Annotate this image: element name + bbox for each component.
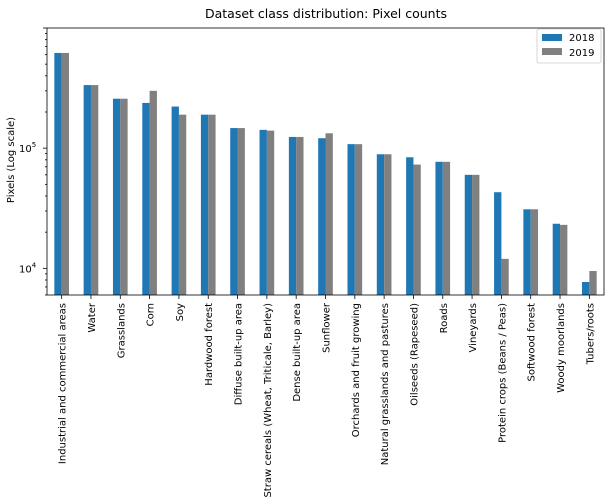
bar-2019-10: [354, 144, 363, 295]
bar-2019-16: [530, 209, 539, 295]
y-tick-label-1: 105: [19, 141, 36, 155]
bar-2019-14: [472, 174, 480, 295]
bar-2018-15: [494, 192, 502, 295]
bar-2019-18: [589, 271, 597, 295]
bar-2018-16: [523, 209, 531, 295]
x-tick-label-14: Vineyards: [468, 303, 479, 352]
legend: 2018 2019: [536, 28, 602, 64]
x-tick-label-7: Straw cereals (Wheat, Triticale, Barley): [263, 303, 274, 498]
y-axis-label: Pixels (Log scale): [6, 117, 17, 203]
bar-2019-7: [266, 130, 275, 295]
legend-swatch-2019: [542, 48, 562, 55]
x-tick-label-12: Oilseeds (Rapeseed): [409, 303, 420, 406]
bar-2018-13: [435, 161, 443, 295]
chart-title: Dataset class distribution: Pixel counts: [205, 6, 447, 21]
x-tick-label-11: Natural grasslands and pastures: [380, 303, 391, 465]
bar-2019-11: [384, 154, 392, 295]
bars-layer: [54, 52, 597, 296]
bar-2018-2: [112, 98, 121, 296]
x-tick-label-4: Soy: [175, 303, 186, 321]
x-tick-label-13: Roads: [439, 303, 450, 333]
bar-2019-5: [208, 114, 216, 295]
bar-2019-4: [178, 114, 187, 295]
bar-2019-2: [120, 98, 128, 296]
y-tick-label-0: 104: [19, 261, 37, 275]
bar-2019-3: [149, 90, 157, 295]
bar-2019-15: [501, 258, 509, 295]
bar-2018-3: [142, 102, 150, 295]
bar-2018-11: [376, 154, 385, 295]
bar-2018-1: [83, 85, 91, 295]
x-tick-label-15: Protein crops (Beans / Peas): [497, 303, 508, 443]
bar-2019-6: [237, 128, 245, 295]
x-tick-label-5: Hardwood forest: [204, 303, 215, 386]
x-axis: Industrial and commercial areas Water Gras…: [58, 295, 596, 498]
legend-label-2018: 2018: [569, 33, 594, 44]
legend-label-2019: 2019: [569, 48, 594, 59]
x-tick-label-8: Dense built-up area: [292, 303, 303, 402]
x-tick-label-16: Softwood forest: [527, 303, 538, 382]
bar-2019-8: [296, 136, 304, 295]
bar-2019-12: [413, 164, 421, 295]
bar-2018-5: [200, 114, 209, 295]
bar-2019-1: [90, 85, 99, 295]
x-tick-label-9: Sunflower: [322, 302, 333, 353]
bar-2018-8: [288, 136, 297, 295]
bar-2018-7: [259, 129, 267, 295]
bar-2019-9: [325, 133, 333, 295]
x-tick-label-17: Woody moorlands: [556, 303, 567, 393]
bar-2018-10: [347, 144, 355, 295]
x-tick-label-0: Industrial and commercial areas: [58, 303, 69, 464]
x-tick-label-3: Corn: [146, 303, 157, 326]
bar-2018-17: [552, 223, 561, 295]
x-tick-label-2: Grasslands: [116, 303, 127, 358]
bar-2018-4: [171, 106, 179, 295]
x-tick-label-6: Diffuse built-up area: [234, 303, 245, 405]
x-tick-label-18: Tubers/roots: [585, 303, 596, 365]
x-tick-label-10: Orchards and fruit growing: [351, 303, 362, 437]
bar-2018-12: [406, 157, 414, 295]
x-tick-label-1: Water: [87, 302, 98, 332]
bar-2018-6: [230, 128, 238, 295]
bar-2019-13: [442, 161, 451, 295]
legend-swatch-2018: [542, 34, 562, 41]
bar-2019-17: [560, 224, 568, 295]
bar-2018-18: [582, 281, 590, 295]
bar-2018-14: [464, 174, 473, 295]
bar-2018-0: [54, 52, 62, 296]
bar-2018-9: [318, 138, 326, 295]
bar-2019-0: [61, 52, 69, 296]
plot-frame: [46, 27, 605, 296]
y-axis: 104 105: [19, 27, 47, 296]
